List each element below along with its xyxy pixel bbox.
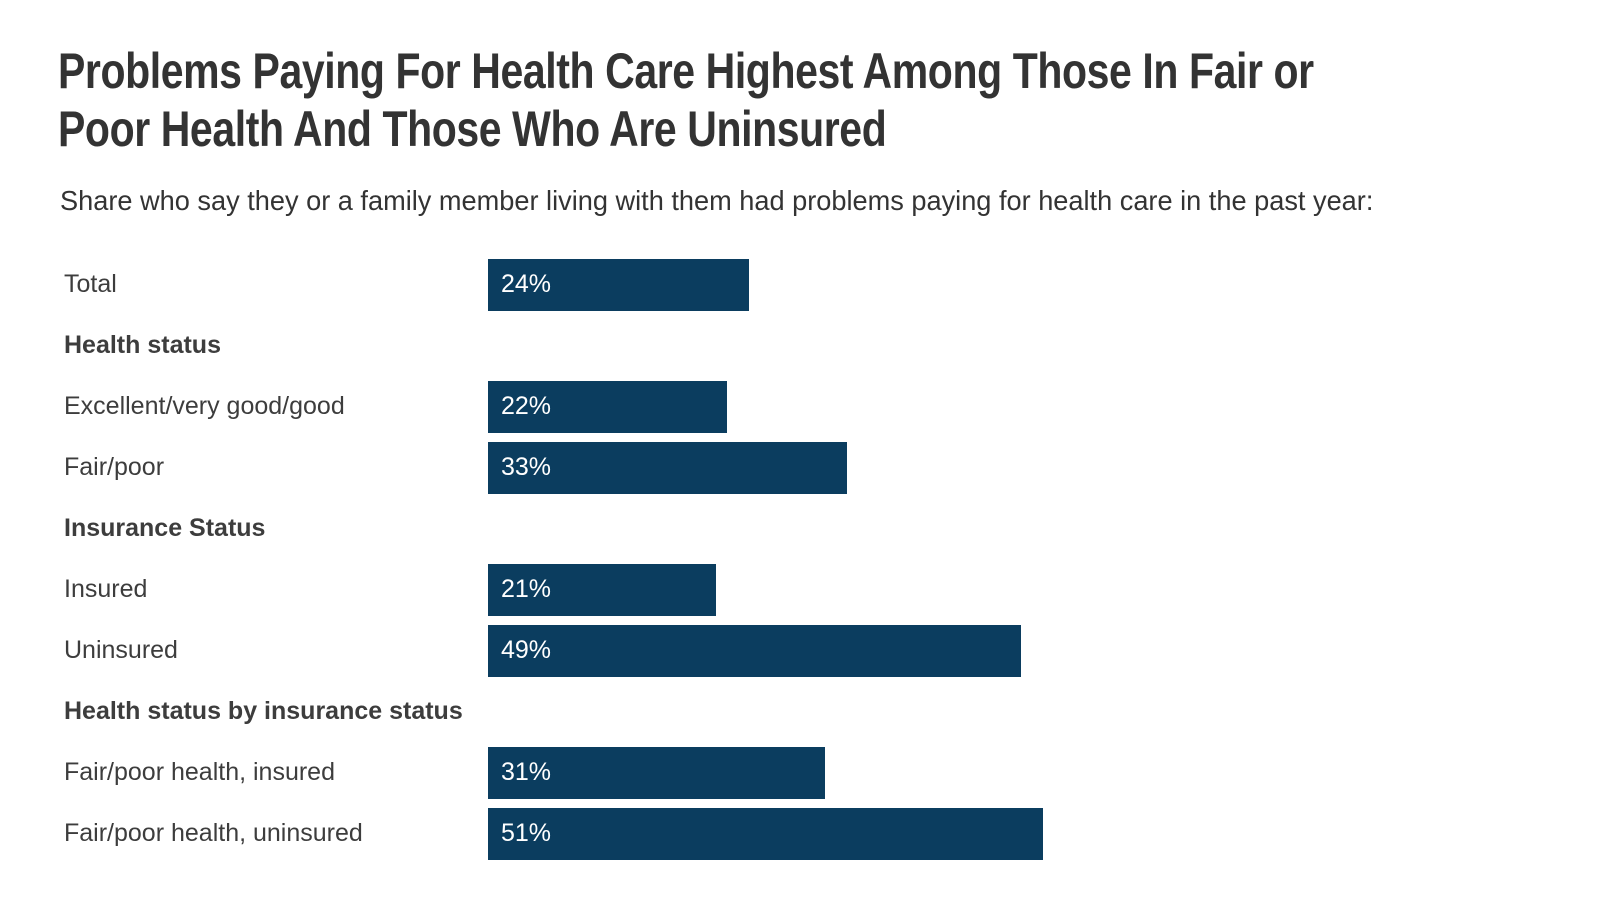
bar-chart: Total 24% Health status Excellent/very good… bbox=[58, 254, 1576, 864]
bar-row: Total 24% bbox=[58, 254, 1576, 315]
bar-row: Fair/poor 33% bbox=[58, 437, 1576, 498]
page-title-line2: Poor Health And Those Who Are Uninsured bbox=[58, 101, 887, 157]
bar: 24% bbox=[488, 258, 750, 311]
bar: 22% bbox=[488, 380, 728, 433]
bar-row: Fair/poor health, uninsured 51% bbox=[58, 803, 1576, 864]
bar-track: 49% bbox=[488, 624, 1576, 677]
bar-value-label: 21% bbox=[501, 575, 552, 603]
page-title-line1: Problems Paying For Health Care Highest … bbox=[58, 43, 1314, 99]
bar: 49% bbox=[488, 624, 1022, 677]
bar-value-label: 49% bbox=[501, 636, 552, 664]
group-header-label: Insurance Status bbox=[64, 514, 266, 542]
bar-row: Insured 21% bbox=[58, 559, 1576, 620]
bar: 33% bbox=[488, 441, 848, 494]
group-header-label: Health status bbox=[64, 331, 221, 359]
bar-value-label: 31% bbox=[501, 758, 552, 786]
bar-value-label: 33% bbox=[501, 453, 552, 481]
bar-value-label: 51% bbox=[501, 819, 552, 847]
page-title: Problems Paying For Health Care Highest … bbox=[58, 42, 1576, 158]
category-label: Insured bbox=[64, 575, 148, 603]
category-label: Uninsured bbox=[64, 636, 178, 664]
category-label: Fair/poor health, insured bbox=[64, 758, 335, 786]
chart-subtitle: Share who say they or a family member li… bbox=[60, 185, 1374, 216]
bar: 51% bbox=[488, 807, 1043, 860]
bar: 31% bbox=[488, 746, 826, 799]
group-header-row: Health status by insurance status bbox=[58, 681, 1576, 742]
bar-track: 31% bbox=[488, 746, 1576, 799]
bar-track: 33% bbox=[488, 441, 1576, 494]
group-header-row: Health status bbox=[58, 315, 1576, 376]
category-label: Fair/poor bbox=[64, 453, 165, 481]
bar-track: 51% bbox=[488, 807, 1576, 860]
bar-value-label: 24% bbox=[501, 270, 552, 298]
group-header-row: Insurance Status bbox=[58, 498, 1576, 559]
bar-track: 21% bbox=[488, 563, 1576, 616]
bar-row: Excellent/very good/good 22% bbox=[58, 376, 1576, 437]
category-label: Fair/poor health, uninsured bbox=[64, 819, 363, 847]
category-label: Excellent/very good/good bbox=[64, 392, 345, 420]
bar-track: 24% bbox=[488, 258, 1576, 311]
category-label: Total bbox=[64, 270, 117, 298]
group-header-label: Health status by insurance status bbox=[64, 697, 463, 725]
bar-row: Uninsured 49% bbox=[58, 620, 1576, 681]
bar: 21% bbox=[488, 563, 717, 616]
bar-track: 22% bbox=[488, 380, 1576, 433]
bar-row: Fair/poor health, insured 31% bbox=[58, 742, 1576, 803]
bar-value-label: 22% bbox=[501, 392, 552, 420]
